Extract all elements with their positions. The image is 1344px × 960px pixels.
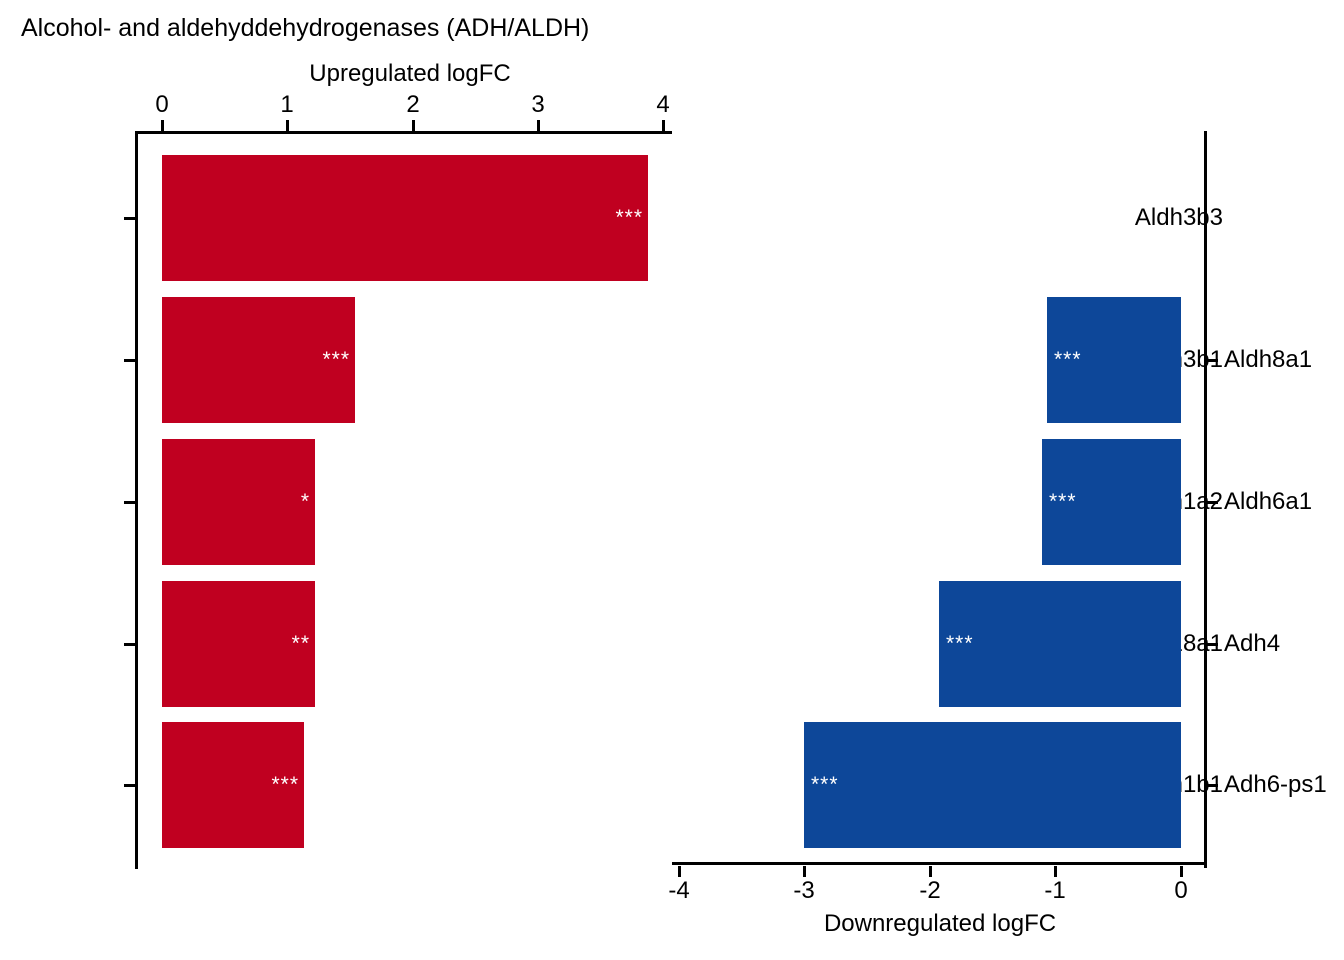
left-frame-line bbox=[135, 131, 138, 869]
value-axis-tick bbox=[537, 120, 540, 131]
significance-label: *** bbox=[271, 773, 299, 796]
bar-aldh6a1 bbox=[1042, 439, 1181, 565]
category-tick bbox=[124, 217, 135, 220]
top-axis-line bbox=[135, 131, 672, 134]
value-axis-tick bbox=[286, 120, 289, 131]
category-tick bbox=[1207, 501, 1218, 504]
bar-aldh1a2 bbox=[162, 439, 315, 565]
category-tick bbox=[1207, 643, 1218, 646]
significance-label: *** bbox=[946, 632, 974, 655]
value-axis-tick-label: -1 bbox=[1044, 877, 1066, 904]
value-axis-tick bbox=[1180, 866, 1183, 877]
value-axis-tick bbox=[803, 866, 806, 877]
value-axis-tick-label: 2 bbox=[406, 91, 420, 118]
value-axis-tick bbox=[678, 866, 681, 877]
category-tick bbox=[1207, 784, 1218, 787]
value-axis-tick bbox=[1054, 866, 1057, 877]
value-axis-tick-label: -2 bbox=[919, 877, 941, 904]
bar-adh6-ps1 bbox=[804, 722, 1181, 848]
significance-label: *** bbox=[811, 773, 839, 796]
axis-title-upregulated: Upregulated logFC bbox=[309, 60, 511, 87]
axis-title-downregulated: Downregulated logFC bbox=[823, 910, 1057, 937]
bar-adh4 bbox=[939, 581, 1181, 707]
value-axis-tick bbox=[161, 120, 164, 131]
bar-aldh3b3 bbox=[162, 155, 648, 281]
right-frame-line bbox=[1204, 131, 1207, 868]
value-axis-tick bbox=[929, 866, 932, 877]
value-axis-tick-label: -3 bbox=[793, 877, 815, 904]
bar-aldh18a1 bbox=[162, 581, 315, 707]
category-tick bbox=[1207, 359, 1218, 362]
bottom-axis-line bbox=[672, 862, 1207, 865]
bar-aldh1b1 bbox=[162, 722, 304, 848]
value-axis-tick-label: 3 bbox=[531, 91, 545, 118]
category-tick bbox=[124, 784, 135, 787]
significance-label: *** bbox=[322, 348, 350, 371]
category-tick bbox=[124, 643, 135, 646]
significance-label: ** bbox=[291, 632, 310, 655]
bar-aldh3b1 bbox=[162, 297, 355, 423]
value-axis-tick-label: 0 bbox=[1174, 877, 1188, 904]
value-axis-tick-label: 0 bbox=[155, 91, 169, 118]
category-tick bbox=[124, 501, 135, 504]
value-axis-tick bbox=[662, 120, 665, 131]
category-label-adh4: Adh4 bbox=[1224, 630, 1281, 657]
value-axis-tick-label: -4 bbox=[668, 877, 690, 904]
category-label-adh6-ps1: Adh6-ps1 bbox=[1224, 771, 1327, 798]
category-tick bbox=[124, 359, 135, 362]
category-label-aldh6a1: Aldh6a1 bbox=[1224, 488, 1313, 515]
significance-label: * bbox=[300, 490, 310, 513]
category-label-aldh8a1: Aldh8a1 bbox=[1224, 346, 1313, 373]
category-label-aldh3b3: Aldh3b3 bbox=[1134, 204, 1223, 231]
significance-label: *** bbox=[1049, 490, 1077, 513]
figure-title: Alcohol- and aldehyddehydrogenases (ADH/… bbox=[21, 14, 590, 42]
significance-label: *** bbox=[615, 206, 643, 229]
value-axis-tick-label: 4 bbox=[656, 91, 670, 118]
value-axis-tick-label: 1 bbox=[280, 91, 294, 118]
significance-label: *** bbox=[1054, 348, 1082, 371]
value-axis-tick bbox=[412, 120, 415, 131]
bar-aldh8a1 bbox=[1047, 297, 1181, 423]
